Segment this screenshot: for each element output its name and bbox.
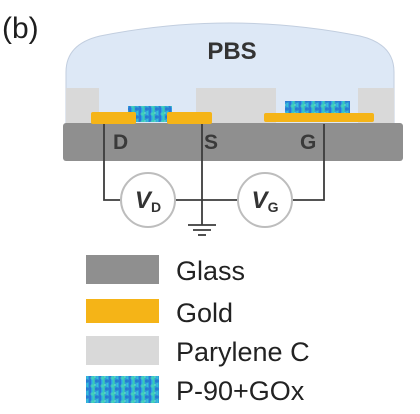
drain-voltage-source [120, 172, 176, 228]
legend-label-parylene: Parylene C [176, 337, 310, 367]
gate-label: G [300, 131, 316, 154]
drain-voltage-subscript: D [151, 199, 161, 215]
legend-swatch-glass [86, 255, 159, 284]
circuit-wiring [103, 124, 325, 236]
gate-voltage-symbol: V [252, 187, 270, 214]
gate-voltage-label: VG [252, 187, 279, 215]
gate-voltage-source [237, 172, 293, 228]
drain-voltage-label: VD [135, 187, 161, 215]
pbs-electrolyte [65, 22, 395, 125]
panel-label: (b) [2, 12, 39, 45]
legend-label-glass: Glass [176, 256, 245, 286]
gate-voltage-subscript: G [268, 199, 279, 215]
pbs-label: PBS [207, 38, 256, 65]
legend-swatch-pgox [86, 376, 159, 403]
drain-label: D [113, 131, 128, 154]
legend-swatch-parylene [86, 336, 159, 365]
gold-gate [264, 113, 374, 122]
legend-swatch-gold [86, 299, 159, 323]
gold-source [167, 112, 212, 124]
legend: Glass Gold Parylene C P-90+GOx [86, 255, 310, 406]
glass-substrate [63, 123, 403, 161]
drain-voltage-symbol: V [135, 187, 153, 214]
legend-label-pgox: P-90+GOx [176, 376, 305, 406]
pgox-film-gate [285, 101, 350, 115]
legend-label-gold: Gold [176, 298, 233, 328]
gold-drain [91, 112, 136, 124]
pgox-film-channel [128, 106, 172, 122]
source-label: S [204, 131, 218, 154]
